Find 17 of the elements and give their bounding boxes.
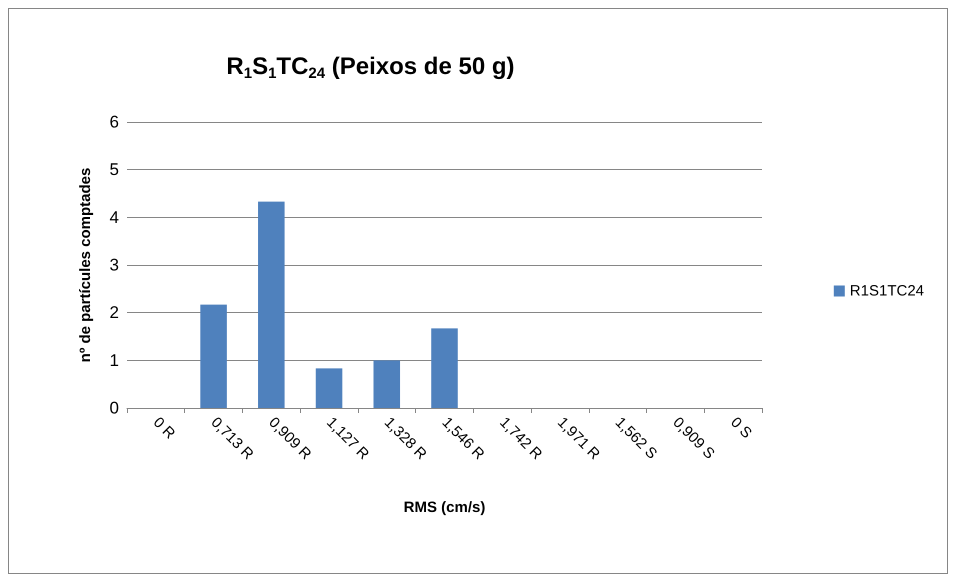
bar <box>431 328 458 408</box>
y-tick-label: 2 <box>110 303 119 322</box>
y-tick-label: 4 <box>110 208 119 227</box>
y-tick-label: 1 <box>110 350 119 370</box>
bar <box>373 360 400 408</box>
y-tick-label: 3 <box>110 256 119 274</box>
legend-label: R1S1TC24 <box>850 282 924 300</box>
y-axis-title: nº de partícules comptades <box>77 168 94 362</box>
y-tick-label: 5 <box>110 160 119 180</box>
x-axis-title: RMS (cm/s) <box>404 499 486 516</box>
bar <box>200 304 227 408</box>
x-tick-label: 0 S <box>727 414 756 442</box>
bar <box>258 202 285 408</box>
x-tick-label: 0 R <box>150 414 178 443</box>
y-tick-label: 6 <box>110 112 119 132</box>
y-tick-label: 0 <box>110 398 119 418</box>
bar <box>316 368 342 408</box>
